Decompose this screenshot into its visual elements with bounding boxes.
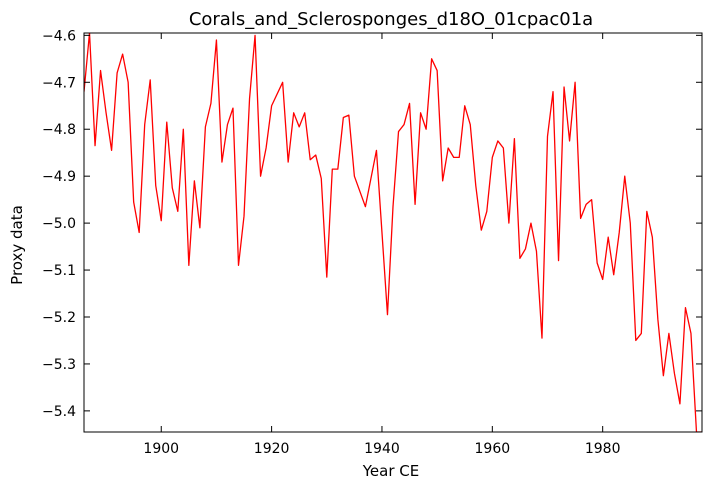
y-tick-label: −4.7 [42,75,76,91]
x-tick-label: 1940 [364,441,400,457]
x-axis-label: Year CE [362,462,419,480]
plot-frame [83,32,703,433]
y-axis: −4.6 −4.7 −4.8 −4.9 −5.0 −5.1 −5.2 −5.3 −5.4 [42,28,702,420]
y-tick-label: −5.4 [42,404,76,420]
y-tick-label: −5.1 [42,263,76,279]
y-tick-label: −4.6 [42,28,76,44]
chart-title: Corals_and_Sclerosponges_d18O_01cpac01a [189,9,593,30]
x-tick-label: 1960 [475,441,511,457]
y-tick-label: −4.9 [42,169,76,185]
y-tick-label: −5.2 [42,310,76,326]
y-tick-label: −5.0 [42,216,76,232]
plot-series [84,33,702,432]
y-tick-label: −4.8 [42,122,76,138]
y-axis-label: Proxy data [8,205,26,285]
x-tick-label: 1920 [254,441,290,457]
x-tick-label: 1900 [143,441,179,457]
x-axis: 1900 1920 1940 1960 1980 [143,33,620,457]
series-line-0 [84,33,702,432]
y-tick-label: −5.3 [42,357,76,373]
x-tick-label: 1980 [585,441,621,457]
